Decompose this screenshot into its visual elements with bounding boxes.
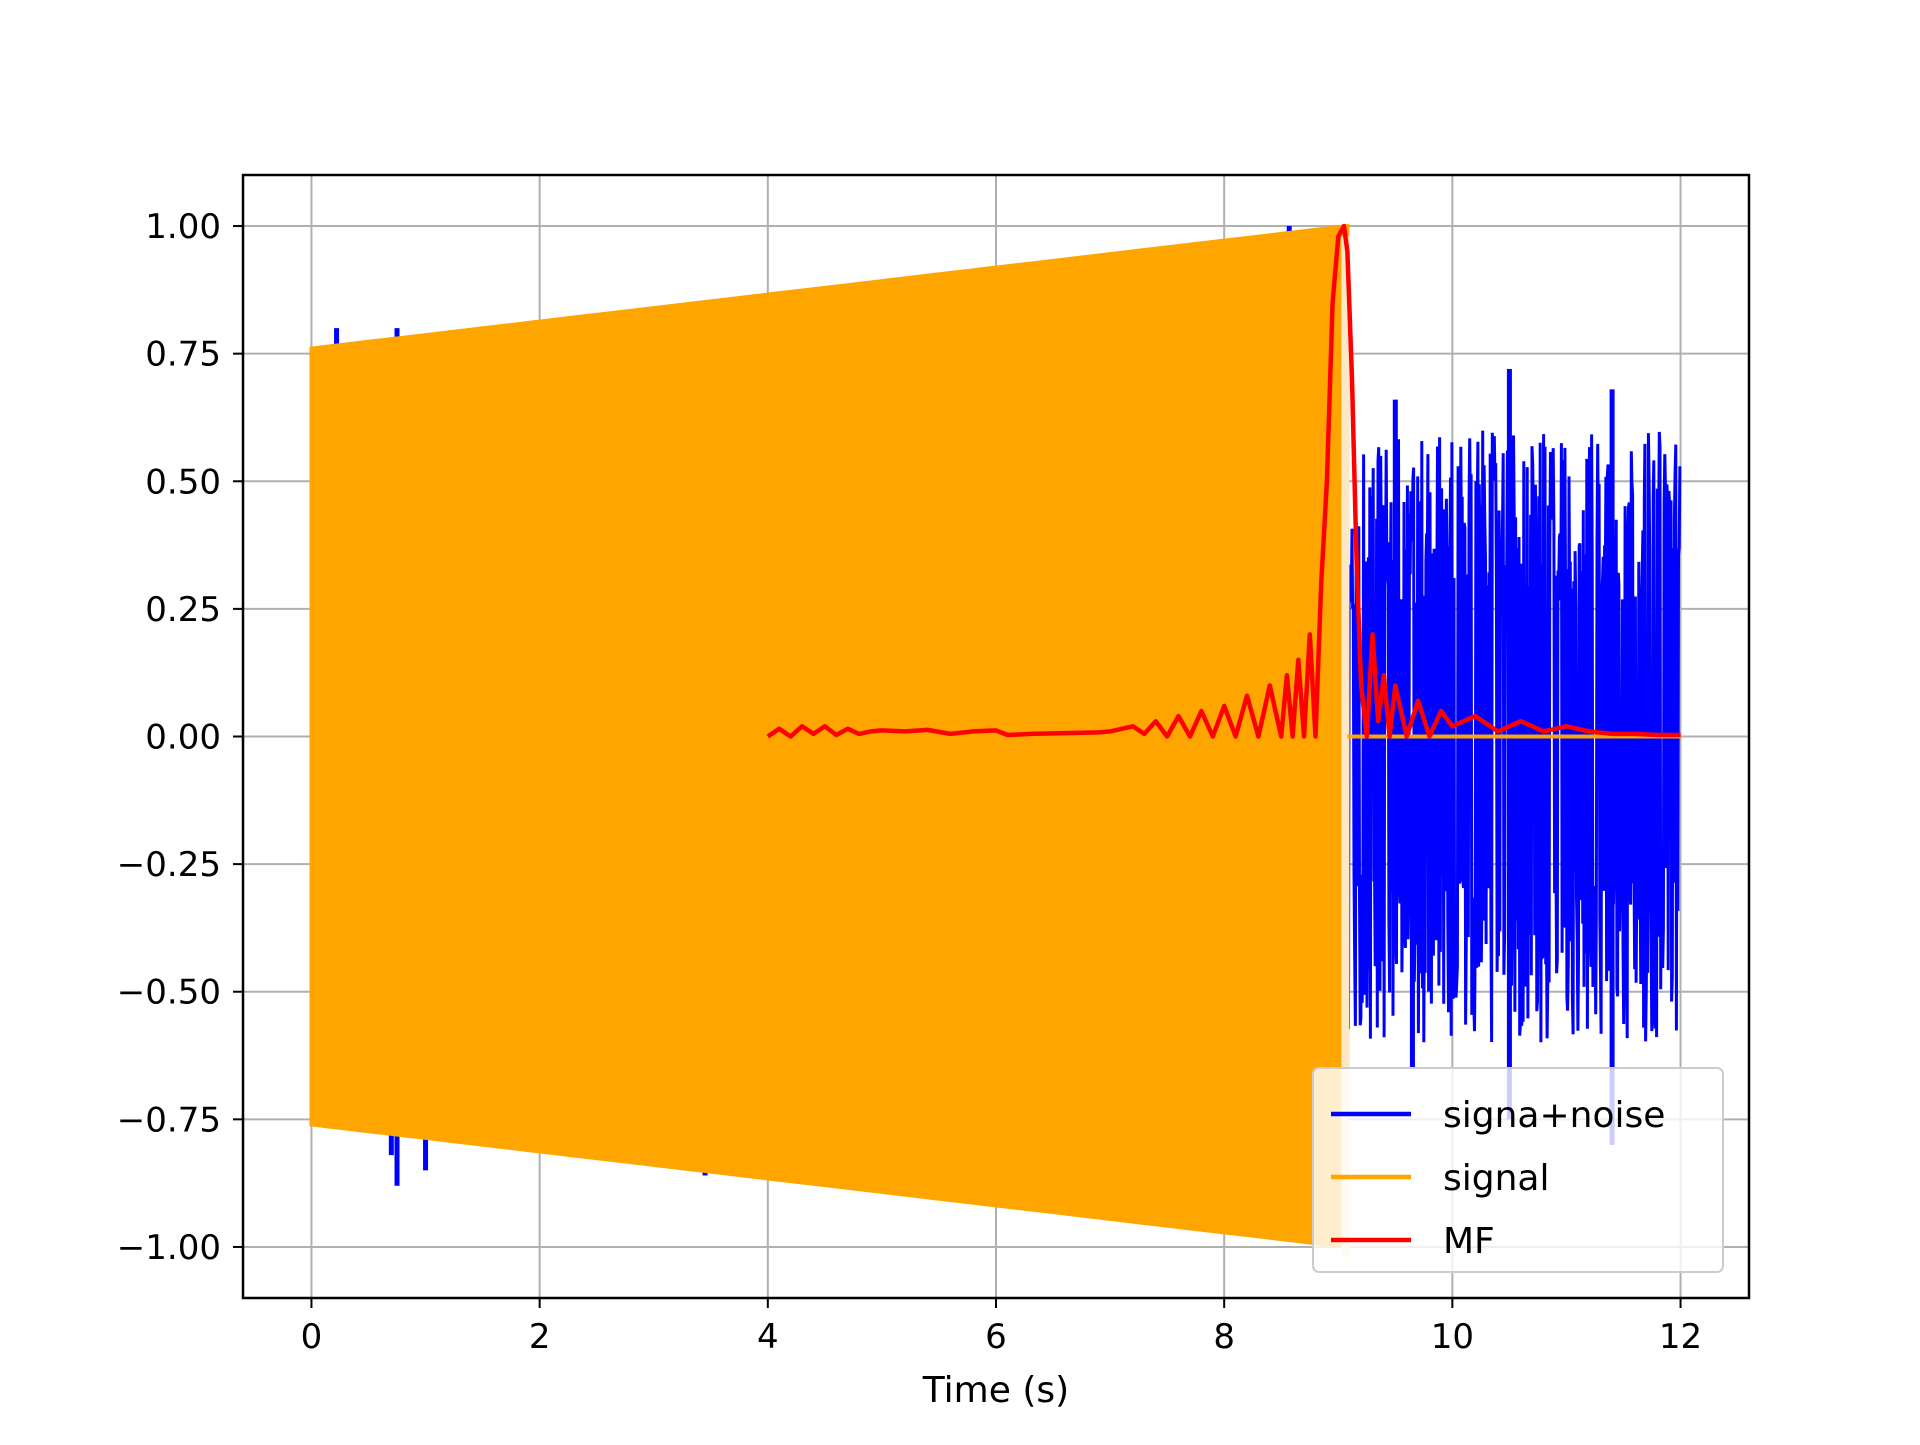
x-tick-label: 10 xyxy=(1431,1317,1474,1357)
legend-label: signal xyxy=(1443,1158,1550,1199)
series-mf xyxy=(766,223,1681,739)
legend: signa+noise signal MF xyxy=(1312,1067,1724,1273)
plot-area xyxy=(309,223,1682,1258)
y-tick-label: 1.00 xyxy=(145,207,221,247)
y-tick-label: 0.25 xyxy=(145,590,221,630)
x-tick-label: 2 xyxy=(529,1317,551,1357)
legend-label: signa+noise xyxy=(1443,1095,1665,1136)
x-tick-label: 0 xyxy=(301,1317,323,1357)
x-axis-label: Time (s) xyxy=(922,1370,1069,1411)
x-tick-label: 8 xyxy=(1213,1317,1235,1357)
y-tick-label: −0.50 xyxy=(117,973,221,1013)
y-tick-label: −0.75 xyxy=(117,1100,221,1140)
x-tick-label: 4 xyxy=(757,1317,779,1357)
x-tick-label: 12 xyxy=(1659,1317,1702,1357)
x-tick-label: 6 xyxy=(985,1317,1007,1357)
y-tick-label: 0.50 xyxy=(145,462,221,502)
legend-label: MF xyxy=(1443,1221,1495,1262)
y-tick-label: −0.25 xyxy=(117,845,221,885)
axes: 0 2 4 6 8 10 12 1.00 0.75 0.50 0.25 0.00 −0.25 −0.50 −… xyxy=(117,173,1751,1357)
signal-edge xyxy=(1341,236,1350,1258)
y-tick-label: −1.00 xyxy=(117,1228,221,1268)
legend-box xyxy=(1312,1067,1724,1273)
y-tick-label: 0.00 xyxy=(145,718,221,758)
y-tick-label: 0.75 xyxy=(145,335,221,375)
